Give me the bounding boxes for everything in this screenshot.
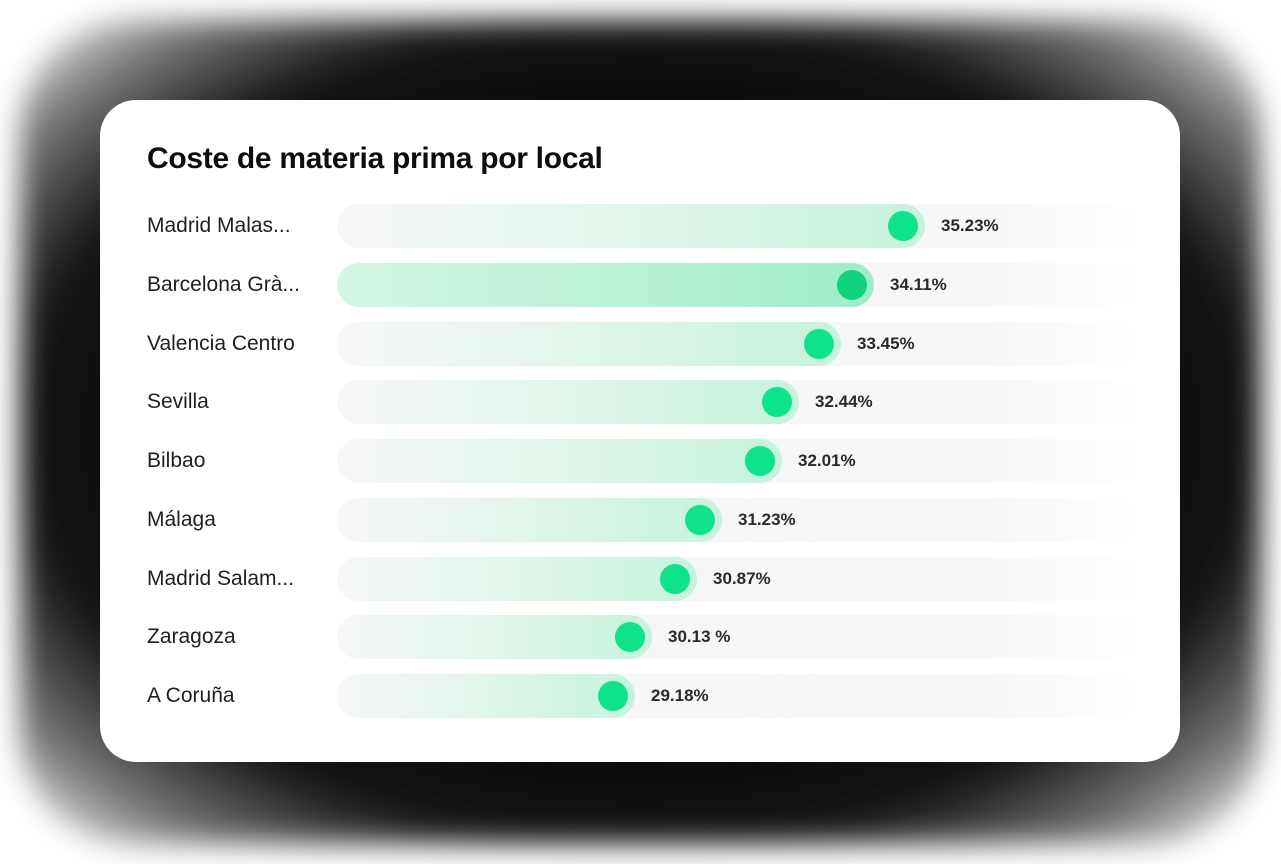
bar-track	[337, 321, 1145, 366]
bar-end-dot-icon	[837, 269, 867, 300]
bar-row[interactable]: Valencia Centro 33.45%	[100, 321, 1180, 366]
bar-label: Madrid Salam...	[147, 566, 295, 590]
bar-label: Málaga	[147, 507, 216, 531]
bar-end-dot-icon	[660, 563, 690, 594]
bar-label: Barcelona Grà...	[147, 272, 300, 296]
bar-row[interactable]: Barcelona Grà... 34.11%	[100, 262, 1180, 307]
bar-row[interactable]: Bilbao 32.01%	[100, 439, 1180, 483]
bar-value: 31.23%	[738, 509, 796, 529]
bar-end-dot-icon	[762, 387, 792, 418]
bar-fill[interactable]	[337, 615, 652, 660]
bar-end-dot-icon	[598, 681, 628, 711]
chart-title: Coste de materia prima por local	[147, 142, 603, 175]
bar-end-dot-icon	[615, 622, 645, 653]
bar-fill[interactable]	[337, 439, 782, 483]
bar-value: 30.13 %	[668, 627, 731, 647]
chart-card: Coste de materia prima por local Madrid …	[100, 100, 1180, 762]
bar-label: Madrid Malas...	[147, 214, 291, 237]
bar-track	[337, 497, 1145, 542]
bar-label: Sevilla	[147, 390, 209, 414]
bar-fill[interactable]	[337, 674, 635, 718]
bar-value: 33.45%	[857, 333, 915, 353]
bar-row[interactable]: Sevilla 32.44%	[100, 380, 1180, 425]
bar-value: 32.44%	[815, 392, 873, 412]
bar-fill[interactable]	[337, 262, 874, 307]
bar-row[interactable]: Madrid Salam... 30.87%	[100, 556, 1180, 601]
bar-label: Valencia Centro	[147, 331, 295, 355]
bar-value: 29.18%	[651, 686, 709, 705]
bar-value: 30.87%	[713, 568, 771, 588]
bar-label: Bilbao	[147, 449, 206, 472]
bar-row[interactable]: Zaragoza 30.13 %	[100, 615, 1180, 660]
bar-row[interactable]: Málaga 31.23%	[100, 497, 1180, 542]
bar-fill[interactable]	[337, 497, 722, 542]
bar-track	[337, 380, 1145, 425]
bar-track	[337, 556, 1145, 601]
bar-end-dot-icon	[685, 504, 715, 535]
bar-label: A Coruña	[147, 684, 235, 707]
bar-track	[337, 674, 1145, 718]
bar-track	[337, 615, 1145, 660]
bar-value: 34.11%	[890, 274, 947, 294]
bar-row[interactable]: A Coruña 29.18%	[100, 674, 1180, 718]
bar-track	[337, 262, 1145, 307]
bar-value: 35.23%	[941, 216, 999, 235]
bar-row[interactable]: Madrid Malas... 35.23%	[100, 204, 1180, 248]
bar-end-dot-icon	[888, 211, 918, 241]
bar-end-dot-icon	[804, 328, 834, 359]
bar-fill[interactable]	[337, 556, 697, 601]
bar-fill[interactable]	[337, 204, 925, 248]
bar-fill[interactable]	[337, 380, 799, 425]
bar-track	[337, 204, 1145, 248]
bar-fill[interactable]	[337, 321, 841, 366]
bar-value: 32.01%	[798, 451, 856, 470]
bar-end-dot-icon	[745, 446, 775, 476]
bar-label: Zaragoza	[147, 625, 236, 649]
bar-track	[337, 439, 1145, 483]
